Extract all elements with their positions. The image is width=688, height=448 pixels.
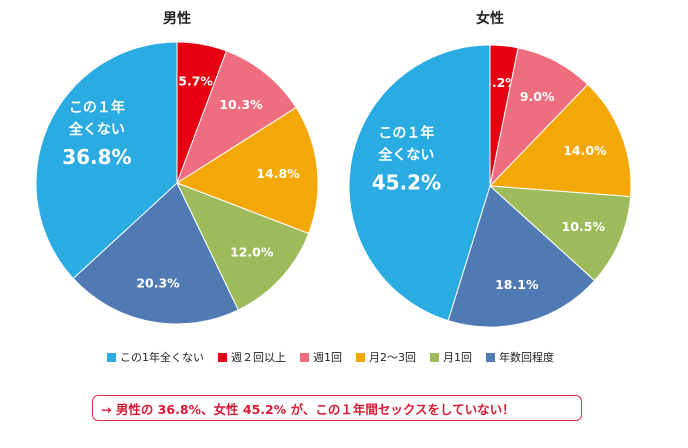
male-slice-5-caption-0: この１年 [69,99,125,116]
legend-item: この1年全くない [107,349,204,365]
male-pie-title: 男性 [163,11,191,27]
legend-item: 週２回以上 [218,349,286,365]
female-slice-0-label: 3.2% [483,75,518,90]
female-slice-1-label: 9.0% [520,89,555,104]
male-slice-1 [176,50,297,185]
male-slice-5-caption-1: 全くない [68,121,125,138]
legend-label: 年数回程度 [499,351,554,364]
male-slice-3-label: 12.0% [230,245,274,260]
legend-label: 月1回 [443,351,472,364]
female-slice-5-label: 45.2% [372,170,441,194]
summary-callout-text: → 男性の 36.8%、女性 45.2% が、この１年間セックスをしていない！ [101,401,515,417]
legend-label: この1年全くない [120,351,204,364]
female-slice-4 [447,185,596,328]
legend: この1年全くない 週２回以上 週1回 月2〜3回 月1回 年数回程度 [107,349,554,365]
male-slice-5 [35,41,178,280]
legend-swatch [430,352,439,362]
female-slice-5-caption-0: この１年 [378,124,434,141]
female-slice-1 [489,47,589,188]
female-slice-5 [348,44,491,322]
legend-swatch [300,352,309,362]
male-slice-5-label: 36.8% [62,145,131,169]
summary-callout: → 男性の 36.8%、女性 45.2% が、この１年間セックスをしていない！ [92,395,582,421]
male-slice-4-label: 20.3% [136,276,180,291]
legend-item: 週1回 [300,349,342,365]
legend-item: 月1回 [430,349,472,365]
legend-item: 月2〜3回 [356,349,416,365]
female-slice-2-label: 14.0% [563,143,607,158]
male-slice-2 [175,106,319,235]
male-slice-0-label: 5.7% [178,73,213,88]
female-slice-5-caption-1: 全くない [377,146,434,163]
legend-swatch [107,352,116,362]
female-pie-title: 女性 [476,11,504,27]
male-slice-2-label: 14.8% [256,166,300,181]
legend-label: 月2〜3回 [369,351,416,364]
male-slice-3 [176,182,310,311]
female-slice-3 [488,185,632,282]
legend-swatch [356,352,365,362]
legend-item: 年数回程度 [486,349,554,365]
female-slice-3-label: 10.5% [562,219,606,234]
female-slice-4-label: 18.1% [495,277,539,292]
legend-swatch [218,352,227,362]
male-slice-4 [72,182,239,325]
male-slice-1-label: 10.3% [219,97,263,112]
legend-label: 週1回 [313,351,342,364]
female-slice-2 [488,83,632,198]
legend-label: 週２回以上 [231,351,286,364]
legend-swatch [486,352,495,362]
